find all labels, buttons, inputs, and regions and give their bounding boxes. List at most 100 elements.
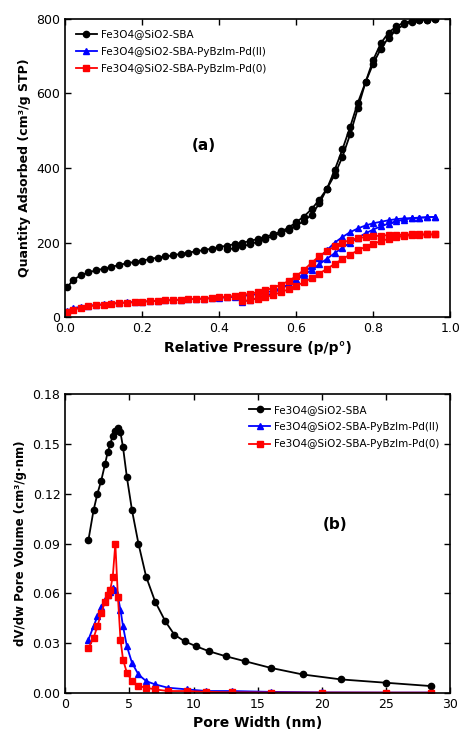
Fe3O4@SiO2-SBA-PyBzIm-Pd(II)	[317, 253, 322, 262]
Fe3O4@SiO2-SBA-PyBzIm-Pd(II)	[347, 228, 353, 237]
Fe3O4@SiO2-SBA	[112, 426, 118, 435]
Fe3O4@SiO2-SBA-PyBzIm-Pd(II)	[112, 586, 118, 594]
Fe3O4@SiO2-SBA-PyBzIm-Pd(0)	[332, 242, 337, 251]
Fe3O4@SiO2-SBA-PyBzIm-Pd(0)	[129, 676, 135, 685]
Fe3O4@SiO2-SBA-PyBzIm-Pd(II)	[232, 292, 237, 301]
Fe3O4@SiO2-SBA	[424, 15, 430, 24]
Fe3O4@SiO2-SBA	[109, 263, 114, 272]
Fe3O4@SiO2-SBA-PyBzIm-Pd(II)	[124, 642, 130, 651]
Fe3O4@SiO2-SBA-PyBzIm-Pd(II)	[155, 296, 161, 305]
Fe3O4@SiO2-SBA-PyBzIm-Pd(II)	[401, 214, 407, 223]
Fe3O4@SiO2-SBA	[116, 260, 122, 269]
Fe3O4@SiO2-SBA	[105, 448, 110, 457]
Fe3O4@SiO2-SBA-PyBzIm-Pd(0)	[184, 687, 190, 696]
Fe3O4@SiO2-SBA-PyBzIm-Pd(0)	[263, 286, 268, 295]
Line: Fe3O4@SiO2-SBA-PyBzIm-Pd(0): Fe3O4@SiO2-SBA-PyBzIm-Pd(0)	[85, 540, 434, 696]
Fe3O4@SiO2-SBA-PyBzIm-Pd(II)	[239, 292, 245, 301]
Fe3O4@SiO2-SBA-PyBzIm-Pd(0)	[118, 635, 123, 644]
Fe3O4@SiO2-SBA-PyBzIm-Pd(0)	[115, 592, 121, 601]
Fe3O4@SiO2-SBA	[224, 241, 230, 250]
Fe3O4@SiO2-SBA-PyBzIm-Pd(0)	[424, 230, 430, 239]
Fe3O4@SiO2-SBA-PyBzIm-Pd(II)	[184, 685, 190, 694]
Fe3O4@SiO2-SBA	[324, 184, 330, 193]
X-axis label: Pore Width (nm): Pore Width (nm)	[193, 716, 322, 730]
Fe3O4@SiO2-SBA-PyBzIm-Pd(II)	[309, 261, 314, 270]
Fe3O4@SiO2-SBA	[110, 432, 116, 440]
Fe3O4@SiO2-SBA-PyBzIm-Pd(II)	[152, 680, 158, 689]
Fe3O4@SiO2-SBA-PyBzIm-Pd(0)	[203, 687, 209, 696]
Fe3O4@SiO2-SBA-PyBzIm-Pd(II)	[332, 238, 337, 247]
Fe3O4@SiO2-SBA-PyBzIm-Pd(II)	[120, 622, 126, 631]
Fe3O4@SiO2-SBA	[247, 237, 253, 246]
Fe3O4@SiO2-SBA-PyBzIm-Pd(0)	[217, 293, 222, 302]
Fe3O4@SiO2-SBA-PyBzIm-Pd(0)	[93, 301, 99, 310]
Fe3O4@SiO2-SBA	[432, 15, 438, 24]
Fe3O4@SiO2-SBA	[85, 268, 91, 277]
Fe3O4@SiO2-SBA-PyBzIm-Pd(0)	[428, 688, 434, 697]
Fe3O4@SiO2-SBA-PyBzIm-Pd(0)	[378, 231, 384, 240]
Fe3O4@SiO2-SBA	[317, 195, 322, 204]
Fe3O4@SiO2-SBA-PyBzIm-Pd(0)	[301, 266, 307, 275]
Fe3O4@SiO2-SBA-PyBzIm-Pd(0)	[355, 234, 361, 243]
Text: (b): (b)	[322, 516, 347, 532]
Fe3O4@SiO2-SBA-PyBzIm-Pd(II)	[229, 687, 235, 696]
Fe3O4@SiO2-SBA-PyBzIm-Pd(II)	[178, 295, 183, 304]
Fe3O4@SiO2-SBA-PyBzIm-Pd(II)	[99, 602, 104, 611]
Fe3O4@SiO2-SBA-PyBzIm-Pd(II)	[417, 214, 422, 222]
Fe3O4@SiO2-SBA-PyBzIm-Pd(II)	[64, 306, 70, 315]
Fe3O4@SiO2-SBA-PyBzIm-Pd(0)	[386, 231, 392, 240]
Fe3O4@SiO2-SBA-PyBzIm-Pd(0)	[143, 683, 149, 692]
Fe3O4@SiO2-SBA-PyBzIm-Pd(0)	[278, 280, 283, 289]
Fe3O4@SiO2-SBA-PyBzIm-Pd(0)	[178, 295, 183, 304]
Fe3O4@SiO2-SBA-PyBzIm-Pd(0)	[417, 230, 422, 239]
Fe3O4@SiO2-SBA-PyBzIm-Pd(II)	[217, 293, 222, 302]
Fe3O4@SiO2-SBA-PyBzIm-Pd(0)	[124, 668, 130, 677]
Y-axis label: dV/dw Pore Volume (cm³/g·nm): dV/dw Pore Volume (cm³/g·nm)	[14, 440, 27, 647]
Fe3O4@SiO2-SBA-PyBzIm-Pd(0)	[163, 296, 168, 305]
Fe3O4@SiO2-SBA-PyBzIm-Pd(II)	[101, 300, 107, 309]
Fe3O4@SiO2-SBA	[409, 16, 415, 25]
Line: Fe3O4@SiO2-SBA-PyBzIm-Pd(II): Fe3O4@SiO2-SBA-PyBzIm-Pd(II)	[64, 214, 438, 314]
Fe3O4@SiO2-SBA-PyBzIm-Pd(II)	[301, 269, 307, 278]
Fe3O4@SiO2-SBA	[129, 506, 135, 515]
Fe3O4@SiO2-SBA-PyBzIm-Pd(0)	[339, 238, 345, 247]
Fe3O4@SiO2-SBA	[115, 423, 121, 432]
Fe3O4@SiO2-SBA	[278, 227, 283, 236]
Fe3O4@SiO2-SBA	[339, 153, 345, 161]
Fe3O4@SiO2-SBA-PyBzIm-Pd(0)	[293, 272, 299, 280]
Fe3O4@SiO2-SBA-PyBzIm-Pd(II)	[268, 687, 273, 696]
Fe3O4@SiO2-SBA	[186, 248, 191, 257]
Fe3O4@SiO2-SBA	[152, 597, 158, 606]
Fe3O4@SiO2-SBA-PyBzIm-Pd(0)	[101, 300, 107, 309]
Fe3O4@SiO2-SBA-PyBzIm-Pd(0)	[383, 688, 389, 697]
Fe3O4@SiO2-SBA-PyBzIm-Pd(0)	[116, 298, 122, 307]
Fe3O4@SiO2-SBA-PyBzIm-Pd(II)	[324, 246, 330, 254]
Fe3O4@SiO2-SBA-PyBzIm-Pd(II)	[116, 298, 122, 307]
Fe3O4@SiO2-SBA	[417, 16, 422, 25]
Fe3O4@SiO2-SBA-PyBzIm-Pd(0)	[85, 302, 91, 311]
Fe3O4@SiO2-SBA	[102, 460, 108, 469]
Fe3O4@SiO2-SBA	[268, 664, 273, 673]
Fe3O4@SiO2-SBA	[139, 256, 145, 265]
Fe3O4@SiO2-SBA-PyBzIm-Pd(II)	[129, 658, 135, 667]
Fe3O4@SiO2-SBA-PyBzIm-Pd(0)	[85, 644, 91, 652]
Fe3O4@SiO2-SBA-PyBzIm-Pd(0)	[347, 236, 353, 245]
Fe3O4@SiO2-SBA	[242, 657, 248, 666]
Fe3O4@SiO2-SBA-PyBzIm-Pd(II)	[163, 296, 168, 305]
Fe3O4@SiO2-SBA-PyBzIm-Pd(II)	[186, 295, 191, 304]
Fe3O4@SiO2-SBA-PyBzIm-Pd(0)	[370, 232, 376, 241]
Fe3O4@SiO2-SBA-PyBzIm-Pd(II)	[270, 286, 276, 295]
Fe3O4@SiO2-SBA-PyBzIm-Pd(II)	[115, 592, 121, 601]
Fe3O4@SiO2-SBA	[300, 670, 305, 679]
Fe3O4@SiO2-SBA-PyBzIm-Pd(0)	[268, 688, 273, 697]
Fe3O4@SiO2-SBA	[201, 246, 207, 254]
Fe3O4@SiO2-SBA-PyBzIm-Pd(II)	[132, 298, 137, 307]
Fe3O4@SiO2-SBA-PyBzIm-Pd(0)	[70, 305, 76, 314]
Text: (a): (a)	[192, 138, 216, 153]
Fe3O4@SiO2-SBA-PyBzIm-Pd(II)	[93, 301, 99, 310]
Fe3O4@SiO2-SBA-PyBzIm-Pd(0)	[317, 251, 322, 260]
Fe3O4@SiO2-SBA	[270, 230, 276, 239]
Fe3O4@SiO2-SBA	[428, 682, 434, 690]
Fe3O4@SiO2-SBA	[232, 240, 237, 248]
Fe3O4@SiO2-SBA	[118, 428, 123, 437]
